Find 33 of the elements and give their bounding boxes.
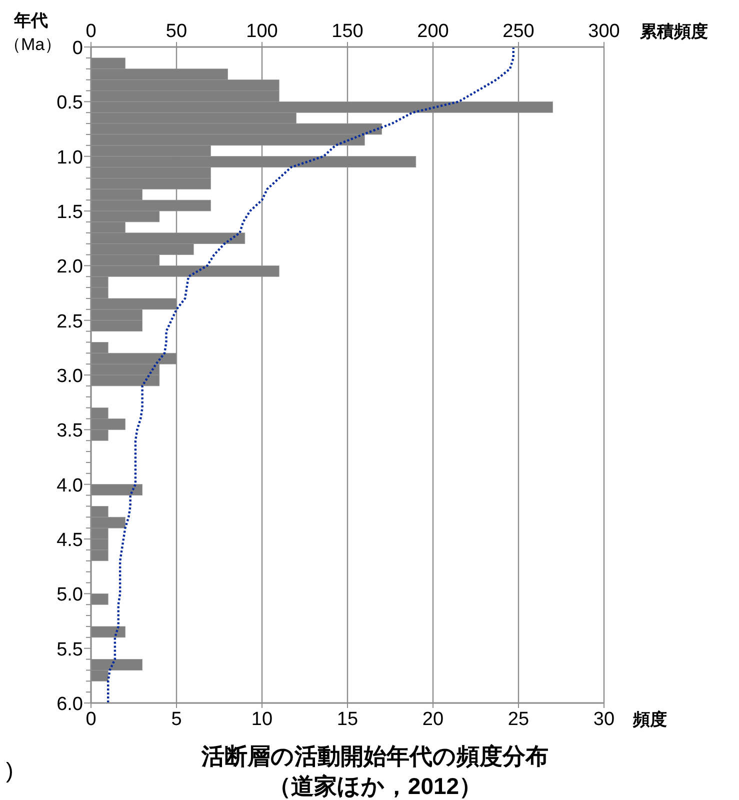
text: 活断層の活動開始年代の頻度分布: [200, 743, 548, 769]
x-tick-label: 30: [593, 709, 615, 730]
x-axis-title: 頻度: [632, 710, 667, 729]
y-tick-label: 3.0: [56, 366, 83, 387]
y-tick-label: 5.5: [56, 639, 83, 660]
x2-tick-label: 250: [502, 21, 534, 42]
y-tick-label: 3.5: [56, 420, 83, 442]
y-tick-label: 4.0: [56, 475, 83, 496]
x2-tick-label: 200: [417, 21, 449, 42]
x-tick-label: 20: [422, 709, 444, 730]
text: （道家ほか，2012）: [268, 773, 482, 799]
y-tick-label: 0.5: [56, 92, 83, 114]
y-tick-label: 0: [72, 38, 83, 59]
y-axis-title: 年代（Ma）: [4, 11, 62, 54]
y-tick-label: 1.0: [56, 147, 83, 168]
y-tick-label: 6.0: [56, 694, 83, 715]
x-tick-label: 0: [86, 709, 96, 730]
x2-axis-title: 累積頻度: [639, 22, 708, 41]
x-tick-label: 25: [508, 709, 530, 730]
x2-tick-label: 300: [588, 21, 620, 42]
x2-tick-label: 0: [86, 21, 96, 42]
x2-tick-label: 50: [166, 21, 188, 42]
x-tick-label: 10: [251, 709, 273, 730]
x2-tick-label: 100: [246, 21, 278, 42]
y-tick-label: 1.5: [56, 202, 83, 223]
x-tick-label: 5: [171, 709, 182, 730]
text: ): [6, 758, 14, 783]
x-tick-label: 15: [336, 709, 358, 730]
x2-tick-label: 150: [332, 21, 364, 42]
y-tick-label: 2.0: [56, 256, 83, 278]
y-tick-label: 5.0: [56, 584, 83, 606]
y-tick-label: 4.5: [56, 530, 83, 551]
y-tick-label: 2.5: [56, 311, 83, 332]
